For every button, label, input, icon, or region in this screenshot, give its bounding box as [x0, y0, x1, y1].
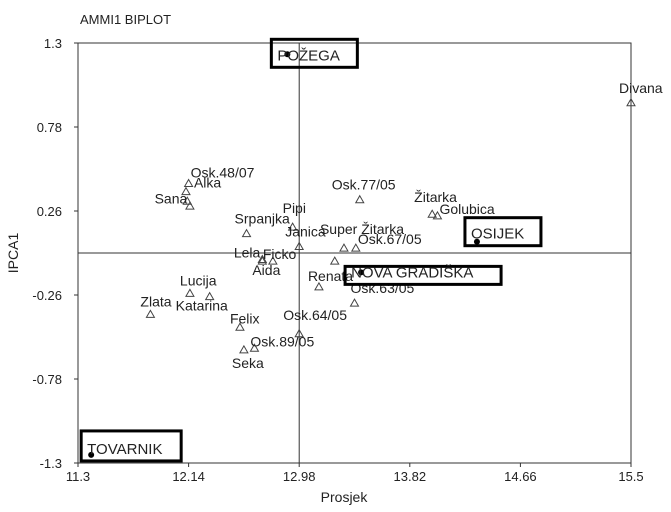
environment-label: OSIJEK: [471, 226, 524, 243]
genotype-label: Osk.77/05: [332, 177, 396, 193]
y-tick-label: -0.26: [32, 288, 62, 303]
x-tick-label: 12.98: [283, 469, 316, 484]
environment-label-box: [79, 429, 183, 463]
y-tick-label: -0.78: [32, 372, 62, 387]
genotype-label: Ficko: [263, 246, 297, 262]
genotype-label: Super Žitarka: [320, 221, 404, 237]
genotype-label: Seka: [232, 355, 264, 371]
genotype-label: Alka: [194, 175, 221, 191]
y-tick-label: 0.78: [37, 120, 62, 135]
genotype-label: Renata: [308, 268, 353, 284]
genotype-point: [349, 298, 360, 307]
environment-label: POŽEGA: [277, 47, 340, 64]
y-axis-label: IPCA1: [5, 233, 21, 274]
genotype-point: [257, 254, 268, 263]
genotype-label: Osk.64/05: [283, 307, 347, 323]
genotype-point: [314, 281, 324, 291]
genotype-point: [329, 256, 340, 265]
chart-title: AMMI1 BIPLOT: [80, 12, 171, 27]
genotype-label: Lela: [234, 244, 261, 260]
x-tick-label: 11.3: [66, 469, 90, 484]
environment-label-box: [269, 37, 359, 69]
genotype-label: Divana: [619, 80, 663, 96]
genotype-point: [354, 194, 365, 204]
x-axis-label: Prosjek: [321, 489, 369, 505]
genotype-label: Srpanjka: [235, 211, 290, 227]
genotype-point: [185, 288, 195, 297]
genotype-point: [181, 186, 191, 196]
genotype-label: Osk.63/05: [351, 280, 415, 296]
genotype-point: [249, 343, 260, 352]
x-tick-label: 12.14: [172, 469, 205, 484]
genotype-label: Lucija: [180, 272, 217, 288]
genotype-point: [350, 243, 361, 252]
x-tick-label: 13.82: [394, 469, 427, 484]
genotype-label: Felix: [230, 310, 260, 326]
genotype-point: [294, 328, 305, 338]
y-tick-label: 1.3: [44, 36, 62, 51]
environment-label: NOVA GRADIŠKA: [351, 264, 473, 281]
genotype-label: Katarina: [176, 298, 228, 314]
environment-point: [473, 238, 480, 245]
environment-label-box: [343, 264, 503, 286]
genotype-label: Zlata: [140, 293, 171, 309]
genotype-label: Osk.89/05: [250, 333, 314, 349]
genotype-point: [287, 222, 298, 231]
y-tick-label: 0.26: [37, 204, 62, 219]
environment-label-box: [463, 216, 543, 248]
genotype-label: Pipi: [283, 200, 306, 216]
x-tick-label: 14.66: [504, 469, 537, 484]
environment-point: [284, 51, 291, 58]
genotype-point: [257, 256, 268, 265]
genotype-label: Osk.48/07: [191, 165, 255, 181]
genotype-label: Sana: [155, 190, 188, 206]
genotype-point: [185, 201, 195, 210]
genotype-point: [294, 241, 305, 251]
genotype-point: [182, 196, 193, 205]
x-tick-label: 15.5: [618, 469, 643, 484]
environment-point: [358, 269, 365, 276]
genotype-label: Aida: [252, 262, 280, 278]
genotype-label: Golubica: [439, 201, 494, 217]
chart-marks: 11.3 12.14 12.98 13.82 14.66 15.5 1.3 0.78 0.26 -…: [32, 36, 662, 484]
genotype-point: [626, 97, 636, 107]
genotype-point: [268, 256, 278, 265]
genotype-point: [427, 209, 438, 218]
genotype-point: [183, 178, 194, 188]
genotype-point: [145, 309, 156, 318]
genotype-point: [432, 210, 443, 220]
genotype-point: [241, 228, 252, 238]
environment-point: [88, 451, 95, 458]
genotype-point: [204, 291, 215, 301]
genotype-label: Osk.67/05: [358, 231, 422, 247]
genotype-point: [339, 243, 349, 252]
y-tick-label: -1.3: [40, 456, 62, 471]
genotype-point: [235, 322, 245, 331]
genotype-label: Žitarka: [414, 189, 457, 205]
genotype-point: [239, 344, 249, 354]
genotype-label: Janica: [285, 224, 326, 240]
environment-label: TOVARNIK: [87, 441, 162, 458]
